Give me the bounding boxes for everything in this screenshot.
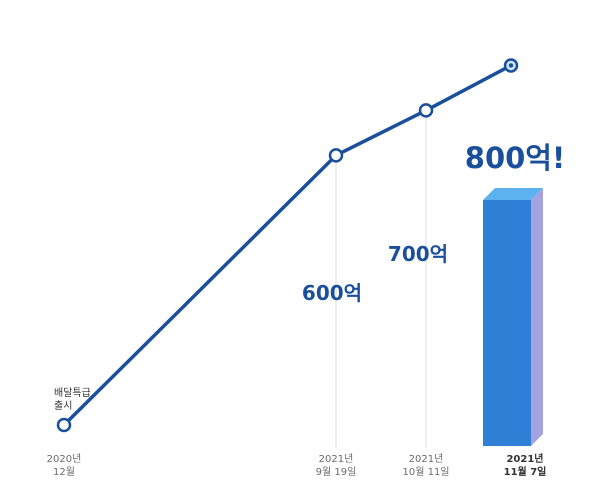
data-points <box>56 58 519 433</box>
x-tick-label-line: 11월 7일 <box>504 465 547 478</box>
highlight-bar-side <box>531 188 543 446</box>
annotation-label: 배달특급 출시 <box>54 387 91 412</box>
data-point-center <box>508 63 514 68</box>
x-tick-label: 2021년 9월 19일 <box>316 453 357 478</box>
data-label: 800억! <box>465 141 565 175</box>
value-labels: 600억 700억 800억! <box>302 141 565 305</box>
data-point <box>328 148 344 163</box>
annotations: 배달특급 출시 <box>54 387 91 412</box>
annotation-line: 출시 <box>54 400 72 412</box>
x-tick-label: 2021년 11월 7일 <box>504 452 547 478</box>
series-line <box>62 63 513 427</box>
data-label: 600억 <box>302 281 362 305</box>
x-tick-label-line: 9월 19일 <box>316 466 357 478</box>
data-point <box>418 103 434 118</box>
x-tick-label-line: 10월 11일 <box>402 466 449 478</box>
x-tick-label-line: 2021년 <box>319 453 354 465</box>
data-label: 700억 <box>388 242 448 266</box>
series-line-group <box>62 63 513 427</box>
x-tick-label-line: 2020년 <box>47 453 82 465</box>
highlight-bar <box>483 188 543 446</box>
highlight-bar-front <box>483 200 531 446</box>
x-tick-label-line: 2021년 <box>409 453 444 465</box>
data-point <box>56 417 72 433</box>
highlight-bar-top <box>483 188 543 200</box>
x-tick-label: 2020년 12월 <box>47 453 82 478</box>
x-tick-label-line: 12월 <box>53 466 75 478</box>
x-tick-label: 2021년 10월 11일 <box>402 453 449 478</box>
guide-lines <box>335 116 427 448</box>
annotation-line: 배달특급 <box>54 387 91 399</box>
x-tick-label-line: 2021년 <box>506 452 543 465</box>
